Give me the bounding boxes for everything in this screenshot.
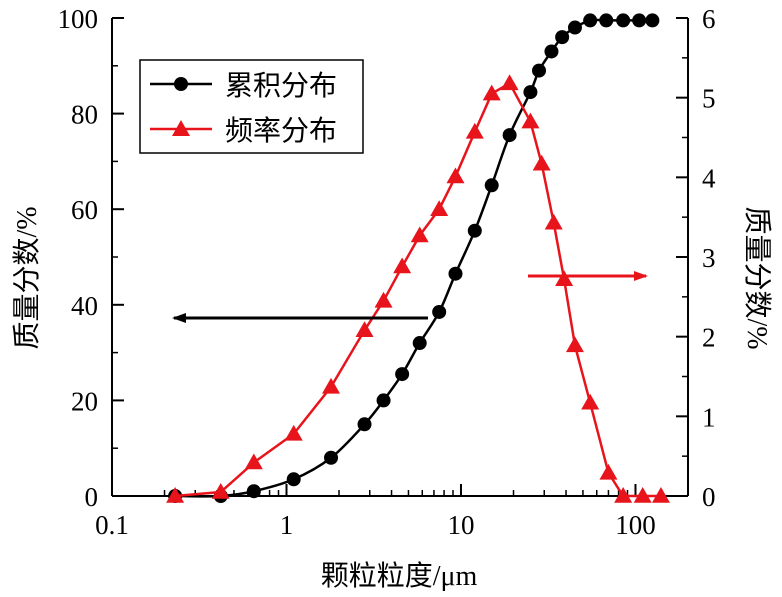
data-point-cumulative — [567, 20, 582, 35]
series-layer — [166, 13, 670, 503]
right-y-tick-label: 2 — [702, 323, 716, 353]
legend-marker-frequency — [172, 120, 190, 136]
left-y-tick-label: 20 — [71, 386, 98, 416]
series-frequency — [166, 74, 670, 503]
data-point-frequency — [284, 424, 303, 441]
data-point-cumulative — [246, 484, 261, 499]
legend-marker-cumulative — [174, 77, 188, 91]
right-y-tick-label: 0 — [702, 482, 716, 512]
data-point-cumulative — [616, 13, 631, 28]
data-point-cumulative — [523, 85, 538, 100]
data-point-frequency — [500, 74, 519, 91]
data-point-frequency — [482, 84, 501, 101]
legend-box — [139, 59, 364, 154]
data-point-frequency — [211, 483, 230, 499]
x-tick-label: 1 — [280, 510, 294, 540]
data-point-cumulative — [376, 393, 391, 408]
data-point-frequency — [393, 257, 412, 274]
data-point-frequency — [465, 122, 484, 139]
data-point-frequency — [544, 213, 563, 230]
left-y-tick-label: 80 — [71, 100, 98, 130]
right-y-tick-label: 3 — [702, 243, 716, 273]
data-point-cumulative — [286, 472, 301, 487]
data-point-frequency — [614, 487, 633, 503]
left-y-axis-label: 质量分数/% — [11, 206, 43, 349]
x-axis-label: 颗粒粒度/μm — [321, 560, 478, 592]
data-point-cumulative — [324, 450, 339, 465]
data-point-cumulative — [412, 336, 427, 351]
left-y-tick-label: 0 — [85, 482, 99, 512]
data-point-frequency — [633, 487, 652, 503]
data-point-frequency — [322, 377, 341, 394]
data-point-frequency — [565, 336, 584, 353]
data-point-cumulative — [555, 30, 570, 45]
x-tick-label: 10 — [447, 510, 474, 540]
data-point-frequency — [166, 487, 185, 503]
data-point-frequency — [244, 453, 263, 470]
left-y-tick-label: 60 — [71, 195, 98, 225]
data-point-cumulative — [432, 304, 447, 319]
data-point-frequency — [446, 167, 465, 184]
data-point-frequency — [555, 270, 574, 287]
right-y-tick-label: 5 — [702, 84, 716, 114]
right-y-tick-label: 1 — [702, 402, 716, 432]
legend-item-cumulative: 累积分布 — [150, 70, 337, 102]
right-y-tick-label: 4 — [702, 163, 716, 193]
data-point-frequency — [355, 321, 374, 338]
data-point-cumulative — [395, 367, 410, 382]
right-y-axis-label: 质量分数/% — [741, 206, 773, 349]
data-point-frequency — [532, 154, 551, 171]
data-point-cumulative — [583, 13, 598, 28]
data-point-frequency — [410, 226, 429, 243]
data-point-frequency — [581, 393, 600, 410]
x-tick-label: 100 — [615, 510, 656, 540]
left-y-tick-label: 40 — [71, 291, 98, 321]
data-point-frequency — [651, 487, 670, 503]
data-point-frequency — [374, 291, 393, 308]
data-point-cumulative — [645, 13, 660, 28]
x-tick-label: 0.1 — [95, 510, 129, 540]
legend-label-cumulative: 累积分布 — [225, 70, 337, 102]
left-y-axis-ticks: 0 20 40 60 80 100 — [58, 4, 124, 512]
legend: 累积分布 频率分布 — [139, 59, 364, 154]
data-point-cumulative — [467, 223, 482, 238]
legend-item-frequency: 频率分布 — [150, 115, 337, 147]
legend-label-frequency: 频率分布 — [225, 115, 337, 147]
series-cumulative — [168, 13, 660, 503]
data-point-cumulative — [502, 128, 517, 143]
data-point-frequency — [521, 112, 540, 129]
data-point-cumulative — [599, 13, 614, 28]
data-point-cumulative — [632, 13, 647, 28]
series-line-frequency — [175, 81, 661, 498]
data-point-frequency — [430, 200, 449, 216]
data-point-cumulative — [357, 417, 372, 432]
data-point-cumulative — [544, 44, 559, 59]
right-y-axis-ticks: 0 1 2 3 4 5 6 — [676, 4, 716, 512]
data-point-cumulative — [532, 63, 547, 78]
data-point-frequency — [599, 463, 618, 480]
data-point-cumulative — [448, 266, 463, 281]
right-y-tick-label: 6 — [702, 4, 716, 34]
data-point-cumulative — [484, 178, 499, 193]
left-y-tick-label: 100 — [58, 4, 99, 34]
